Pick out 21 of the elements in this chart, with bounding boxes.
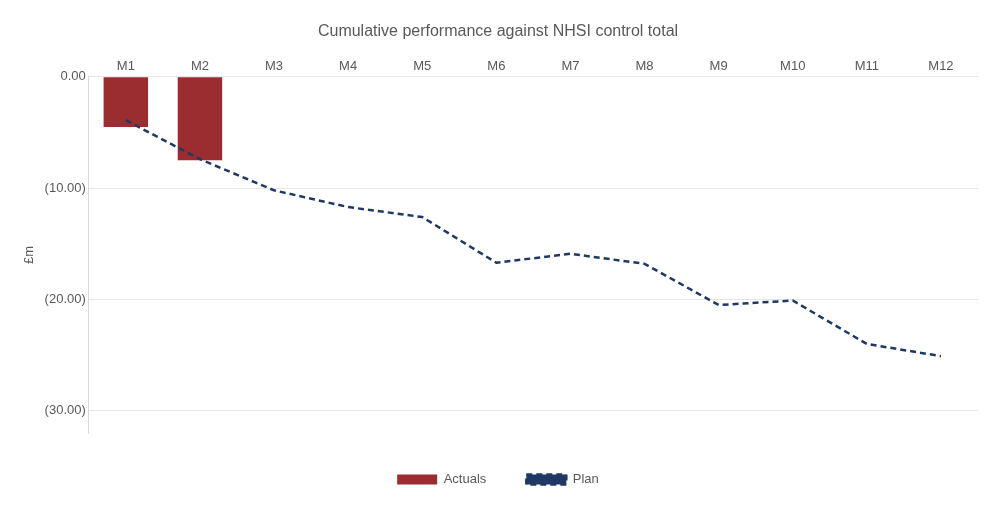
legend-label: Plan bbox=[572, 471, 599, 487]
x-tick-label: M7 bbox=[561, 57, 580, 73]
y-tick-label: 0.00 bbox=[60, 68, 86, 84]
x-tick-label: M8 bbox=[635, 57, 654, 73]
legend-label: Actuals bbox=[443, 471, 487, 487]
x-tick-label: M12 bbox=[928, 57, 954, 73]
x-tick-label: M10 bbox=[780, 57, 806, 73]
x-tick-label: M9 bbox=[709, 57, 728, 73]
x-tick-label: M5 bbox=[413, 57, 432, 73]
x-tick-label: M3 bbox=[265, 57, 284, 73]
y-tick-label: (20.00) bbox=[44, 291, 86, 306]
x-tick-label: M2 bbox=[190, 57, 209, 73]
line-series bbox=[124, 118, 943, 358]
y-tick-label: (30.00) bbox=[44, 402, 86, 418]
x-tick-label: M4 bbox=[339, 57, 358, 73]
x-tick-label: M6 bbox=[487, 57, 506, 73]
chart-title: Cumulative performance against NHSI control total bbox=[317, 22, 679, 40]
x-tick-label: M1 bbox=[116, 57, 135, 73]
x-tick-label: M11 bbox=[854, 57, 880, 73]
y-axis-title: £m bbox=[21, 245, 37, 264]
y-tick-label: (10.00) bbox=[44, 179, 86, 195]
